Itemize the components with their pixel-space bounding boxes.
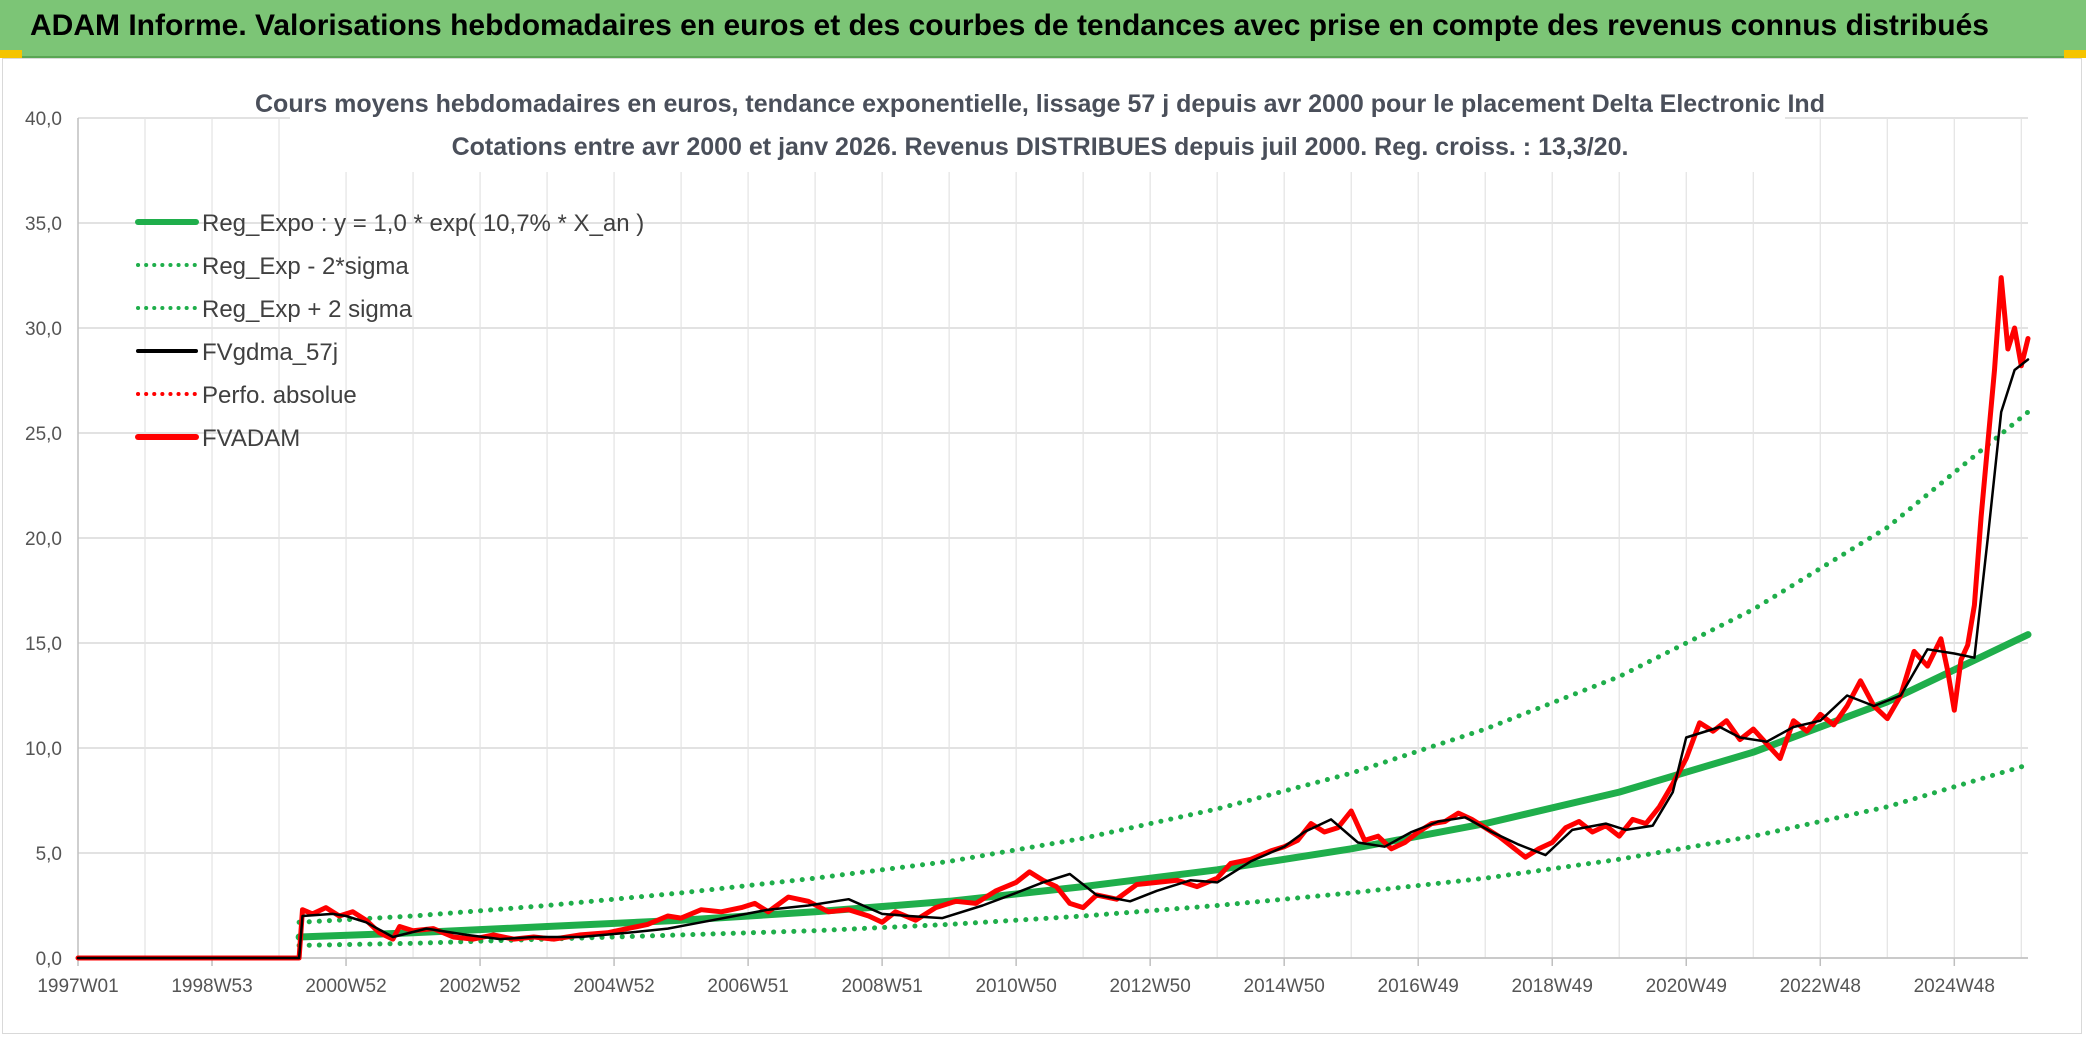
y-tick-label: 10,0: [25, 739, 62, 760]
legend-label: Reg_Expo : y = 1,0 * exp( 10,7% * X_an ): [202, 210, 644, 237]
x-tick-label: 2024W48: [1914, 976, 1995, 997]
y-tick-label: 25,0: [25, 424, 62, 445]
legend: Reg_Expo : y = 1,0 * exp( 10,7% * X_an )…: [135, 210, 644, 452]
series-line: [296, 409, 2031, 925]
series-line: [75, 275, 2031, 961]
x-tick-label: 2006W51: [707, 976, 788, 997]
y-tick-label: 5,0: [36, 844, 62, 865]
series-line: [295, 631, 2032, 941]
legend-label: FVADAM: [202, 425, 300, 452]
x-tick-label: 2010W50: [975, 976, 1056, 997]
x-tick-label: 2002W52: [439, 976, 520, 997]
y-tick-label: 20,0: [25, 529, 62, 550]
x-tick-label: 1998W53: [171, 976, 252, 997]
x-tick-label: 1997W01: [37, 976, 118, 997]
chart-title: Cours moyens hebdomadaires en euros, ten…: [255, 90, 1825, 118]
x-tick-label: 2008W51: [841, 976, 922, 997]
y-tick-label: 30,0: [25, 319, 62, 340]
corner-accent-right: [2064, 50, 2086, 58]
x-tick-label: 2018W49: [1512, 976, 1593, 997]
report-header: ADAM Informe. Valorisations hebdomadaire…: [0, 0, 2086, 58]
report-title: ADAM Informe. Valorisations hebdomadaire…: [30, 9, 1989, 42]
series-lines: [75, 275, 2032, 961]
legend-label: Reg_Exp - 2*sigma: [202, 253, 409, 280]
y-tick-label: 0,0: [36, 949, 62, 970]
x-tick-label: 2004W52: [573, 976, 654, 997]
x-tick-label: 2014W50: [1244, 976, 1325, 997]
chart-frame: [2, 58, 2082, 1034]
x-tick-label: 2020W49: [1646, 976, 1727, 997]
x-tick-label: 2022W48: [1780, 976, 1861, 997]
series-line: [76, 358, 2030, 960]
chart-subtitle: Cotations entre avr 2000 et janv 2026. R…: [452, 133, 1629, 161]
legend-label: Perfo. absolue: [202, 382, 357, 409]
y-tick-label: 15,0: [25, 634, 62, 655]
corner-accent-left: [0, 50, 22, 58]
x-tick-label: 2000W52: [305, 976, 386, 997]
x-tick-label: 2016W49: [1378, 976, 1459, 997]
y-tick-label: 40,0: [25, 109, 62, 130]
title-background: [290, 80, 1785, 172]
x-tick-label: 2012W50: [1109, 976, 1190, 997]
axes: 0,0 5,0 10,0 15,0 20,0 25,0 30,0 35,0 40,0 1997W0…: [25, 109, 2028, 997]
grid-lines: [78, 117, 2028, 959]
y-tick-label: 35,0: [25, 214, 62, 235]
series-line: [296, 762, 2031, 948]
legend-label: FVgdma_57j: [202, 339, 338, 366]
legend-label: Reg_Exp + 2 sigma: [202, 296, 413, 323]
